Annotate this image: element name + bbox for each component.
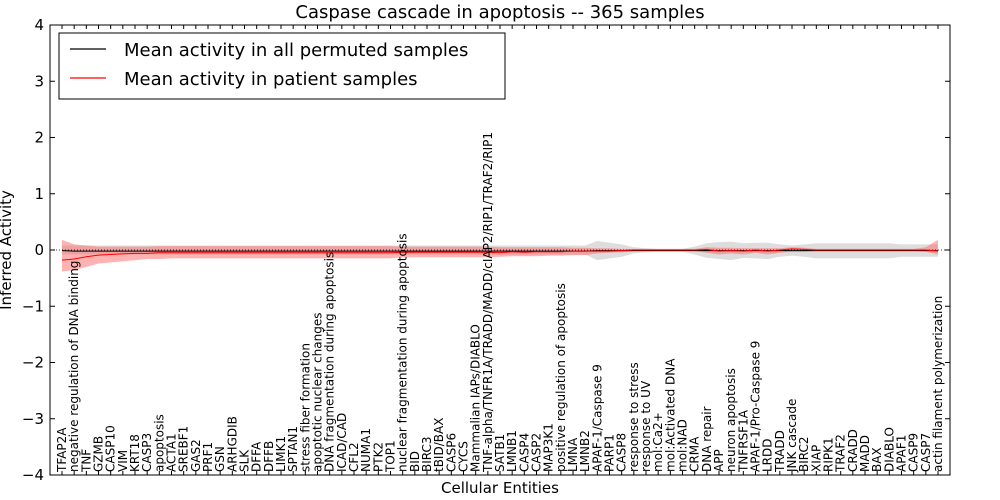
x-tick-label: VIM [116, 450, 130, 472]
x-tick-label: tBID/BAX [432, 418, 446, 472]
x-tick-label: LMNA [566, 437, 580, 472]
x-tick-label: negative regulation of DNA binding [67, 261, 81, 472]
legend: Mean activity in all permuted samples Me… [58, 32, 506, 100]
x-tick-label: ARHGDIB [225, 416, 239, 472]
x-tick-label: PRF1 [201, 442, 215, 472]
x-tick-label: APAF-1/Caspase 9 [590, 364, 604, 472]
x-tick-label: apoptosis [152, 414, 166, 472]
x-tick-label: BIRC3 [420, 436, 434, 472]
x-tick-label: CASP9 [907, 433, 921, 472]
legend-label-permuted: Mean activity in all permuted samples [124, 40, 468, 61]
x-tick-label: APAF-1/Pro-Caspase 9 [749, 341, 763, 472]
series-lines [50, 248, 950, 261]
x-tick-label: TRAF2 [834, 434, 848, 473]
x-tick-label: nuclear fragmentation during apoptosis [396, 233, 410, 472]
x-tick-label: response to UV [639, 380, 653, 472]
x-tick-label: RIPK1 [822, 437, 836, 472]
y-tick-label: −2 [22, 354, 44, 372]
x-tick-label: stress fiber formation [298, 343, 312, 472]
x-tick-label: mol:NAD [676, 419, 690, 472]
x-tick-label: JNK cascade [785, 399, 799, 473]
x-tick-label: response to stress [627, 362, 641, 472]
x-tick-label: KRT18 [128, 434, 142, 472]
x-tick-label: CRADD [846, 429, 860, 472]
x-axis-label: Cellular Entities [441, 479, 559, 497]
x-tick-label: APAF1 [895, 435, 909, 472]
x-tick-label: ICAD/CAD [335, 413, 349, 472]
x-tick-label: GAS2 [189, 439, 203, 472]
x-tick-label: CASP3 [140, 433, 154, 472]
x-tick-label: GZMB [92, 436, 106, 472]
x-tick-label: CASP10 [104, 425, 118, 472]
y-tick-label: 2 [34, 129, 44, 147]
x-tick-label: CASP8 [615, 433, 629, 472]
x-tick-label: APP [712, 449, 726, 472]
y-tick-label: 4 [34, 16, 44, 34]
x-tick-label: PARP1 [603, 434, 617, 472]
x-tick-label: TNFRSF1A [736, 409, 750, 473]
x-tick-label: CASP6 [444, 433, 458, 472]
x-tick-label: Mammalian IAPs/DIABLO [469, 324, 483, 472]
x-tick-label: CRMA [688, 436, 702, 472]
x-tick-label: BID [408, 451, 422, 472]
x-tick-label: GSN [213, 446, 227, 472]
x-tick-label: DNA repair [700, 406, 714, 472]
y-tick-label: −3 [22, 410, 44, 428]
x-tick-label: SREBF1 [177, 426, 191, 472]
x-tick-label: SLK [238, 449, 252, 472]
x-tick-label: PTK2 [371, 442, 385, 472]
y-ticks: −4 −3 −2 −1 0 1 2 3 4 [22, 16, 950, 484]
x-tick-label: MADD [858, 435, 872, 472]
x-tick-label: TNF-alpha/TNFR1A/TRADD/MADD/cIAP2/RIP1/T… [481, 132, 495, 473]
x-tick-label: TNF [79, 449, 93, 473]
x-tick-label: neuron apoptosis [724, 368, 738, 472]
legend-box [58, 32, 506, 100]
y-tick-label: −4 [22, 466, 44, 484]
x-tick-label: DFFB [262, 441, 276, 472]
x-tick-label: CASP7 [919, 433, 933, 472]
x-tick-label: NUMA1 [359, 428, 373, 472]
x-tick-label: LRDD [761, 438, 775, 472]
x-tick-label: MAP3K1 [542, 423, 556, 472]
x-tick-label: XIAP [809, 445, 823, 472]
x-tick-label: LMNB2 [578, 430, 592, 472]
y-tick-label: 3 [34, 72, 44, 90]
y-tick-label: −1 [22, 297, 44, 315]
x-tick-label: positive regulation of apoptosis [554, 283, 568, 472]
chart-title: Caspase cascade in apoptosis -- 365 samp… [295, 2, 704, 23]
plot-frame [49, 24, 951, 476]
line-patient [61, 248, 939, 261]
x-tick-label: actin filament polymerization [931, 296, 945, 472]
line-permuted [61, 250, 938, 252]
x-tick-label: TOP1 [384, 440, 398, 473]
x-tick-label: TRADD [773, 430, 787, 473]
y-tick-label: 0 [34, 241, 44, 259]
x-tick-label: mol:Ca2+ [651, 412, 665, 472]
x-tick-label: BIRC2 [797, 436, 811, 472]
x-tick-label: LIMK1 [274, 436, 288, 472]
x-tick-label: DIABLO [882, 427, 896, 472]
band-patient [62, 239, 938, 272]
x-tick-label: CFL2 [347, 442, 361, 472]
confidence-bands [62, 239, 938, 272]
legend-label-patient: Mean activity in patient samples [124, 69, 418, 90]
x-tick-label: ACTA1 [165, 433, 179, 472]
x-tick-label: LMNB1 [505, 430, 519, 472]
y-tick-label: 1 [34, 185, 44, 203]
x-tick-label: DNA fragmentation during apoptosis [323, 252, 337, 472]
x-tick-label: BAX [870, 447, 884, 472]
x-tick-label: SATB1 [493, 434, 507, 472]
x-tick-label: apoptotic nuclear changes [311, 313, 325, 472]
x-tick-label: TFAP2A [55, 427, 69, 473]
x-tick-label: CASP2 [530, 433, 544, 472]
y-axis-label: Inferred Activity [0, 190, 15, 310]
x-tick-label: DFFA [250, 441, 264, 472]
x-tick-label: CASP4 [517, 433, 531, 472]
x-tick-label: SPTAN1 [286, 426, 300, 472]
x-tick-label: CYCS [457, 441, 471, 472]
x-tick-label: mol:Activated DNA [663, 358, 677, 472]
